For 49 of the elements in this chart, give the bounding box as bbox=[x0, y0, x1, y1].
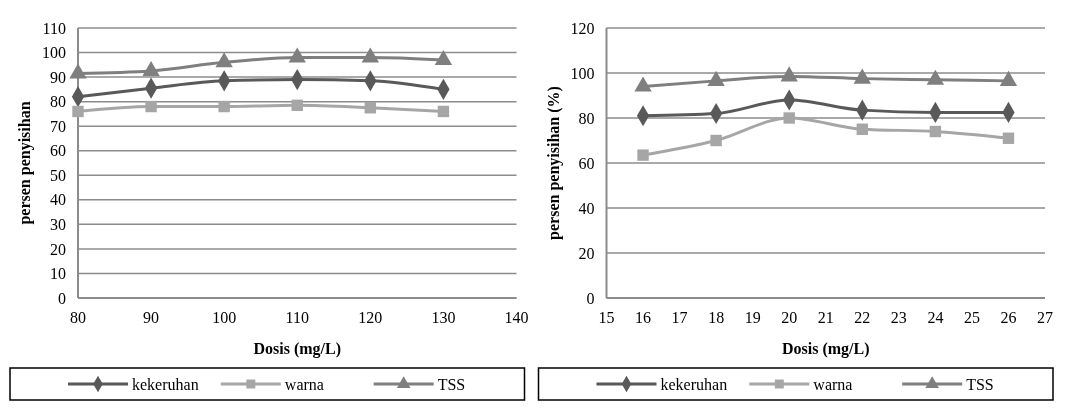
y-tick-label: 70 bbox=[50, 117, 66, 135]
legend-label: TSS bbox=[437, 375, 466, 393]
y-tick-label: 20 bbox=[50, 240, 66, 258]
y-tick-label: 10 bbox=[50, 265, 66, 283]
x-tick-label: 24 bbox=[927, 309, 944, 326]
x-tick-label: 80 bbox=[70, 309, 86, 326]
y-tick-label: 80 bbox=[578, 109, 595, 127]
legend-label: kekeruhan bbox=[132, 375, 199, 393]
y-tick-label: 90 bbox=[50, 68, 66, 86]
legend-label: kekeruhan bbox=[660, 375, 728, 393]
x-tick-label: 130 bbox=[431, 309, 456, 326]
x-tick-label: 21 bbox=[817, 309, 834, 326]
y-tick-label: 110 bbox=[42, 19, 66, 37]
y-tick-label: 0 bbox=[58, 289, 66, 307]
x-tick-label: 100 bbox=[212, 309, 237, 326]
x-tick-label: 140 bbox=[504, 309, 529, 326]
y-tick-label: 100 bbox=[570, 64, 595, 82]
x-tick-label: 20 bbox=[781, 309, 798, 326]
x-tick-label: 120 bbox=[358, 309, 383, 326]
x-tick-label: 27 bbox=[1037, 309, 1053, 326]
x-tick-label: 23 bbox=[890, 309, 907, 326]
y-axis-title: persen penyisihan (%) bbox=[544, 86, 563, 240]
legend-label: TSS bbox=[966, 375, 994, 393]
y-tick-label: 0 bbox=[586, 289, 595, 307]
x-tick-label: 15 bbox=[598, 309, 615, 326]
y-tick-label: 120 bbox=[570, 19, 595, 37]
y-tick-label: 30 bbox=[50, 215, 66, 233]
y-tick-label: 20 bbox=[578, 244, 595, 262]
y-tick-label: 60 bbox=[50, 142, 66, 160]
x-tick-label: 16 bbox=[635, 309, 652, 326]
x-tick-label: 17 bbox=[671, 309, 688, 326]
x-tick-label: 22 bbox=[854, 309, 871, 326]
y-tick-label: 50 bbox=[50, 166, 66, 184]
x-tick-label: 110 bbox=[285, 309, 309, 326]
y-tick-label: 80 bbox=[50, 93, 66, 111]
legend-label: warna bbox=[813, 375, 853, 393]
x-tick-label: 25 bbox=[963, 309, 980, 326]
x-tick-label: 90 bbox=[143, 309, 160, 326]
x-axis-title: Dosis (mg/L) bbox=[781, 340, 870, 358]
x-tick-label: 26 bbox=[1000, 309, 1017, 326]
x-tick-label: 19 bbox=[744, 309, 761, 326]
x-axis-title: Dosis (mg/L) bbox=[253, 340, 342, 358]
y-axis-title: persen penyisihan bbox=[16, 101, 34, 225]
y-tick-label: 40 bbox=[50, 191, 66, 209]
y-tick-label: 100 bbox=[42, 44, 66, 62]
x-tick-label: 18 bbox=[708, 309, 725, 326]
y-tick-label: 60 bbox=[578, 154, 595, 172]
legend-label: warna bbox=[284, 375, 324, 393]
y-tick-label: 40 bbox=[578, 199, 595, 217]
